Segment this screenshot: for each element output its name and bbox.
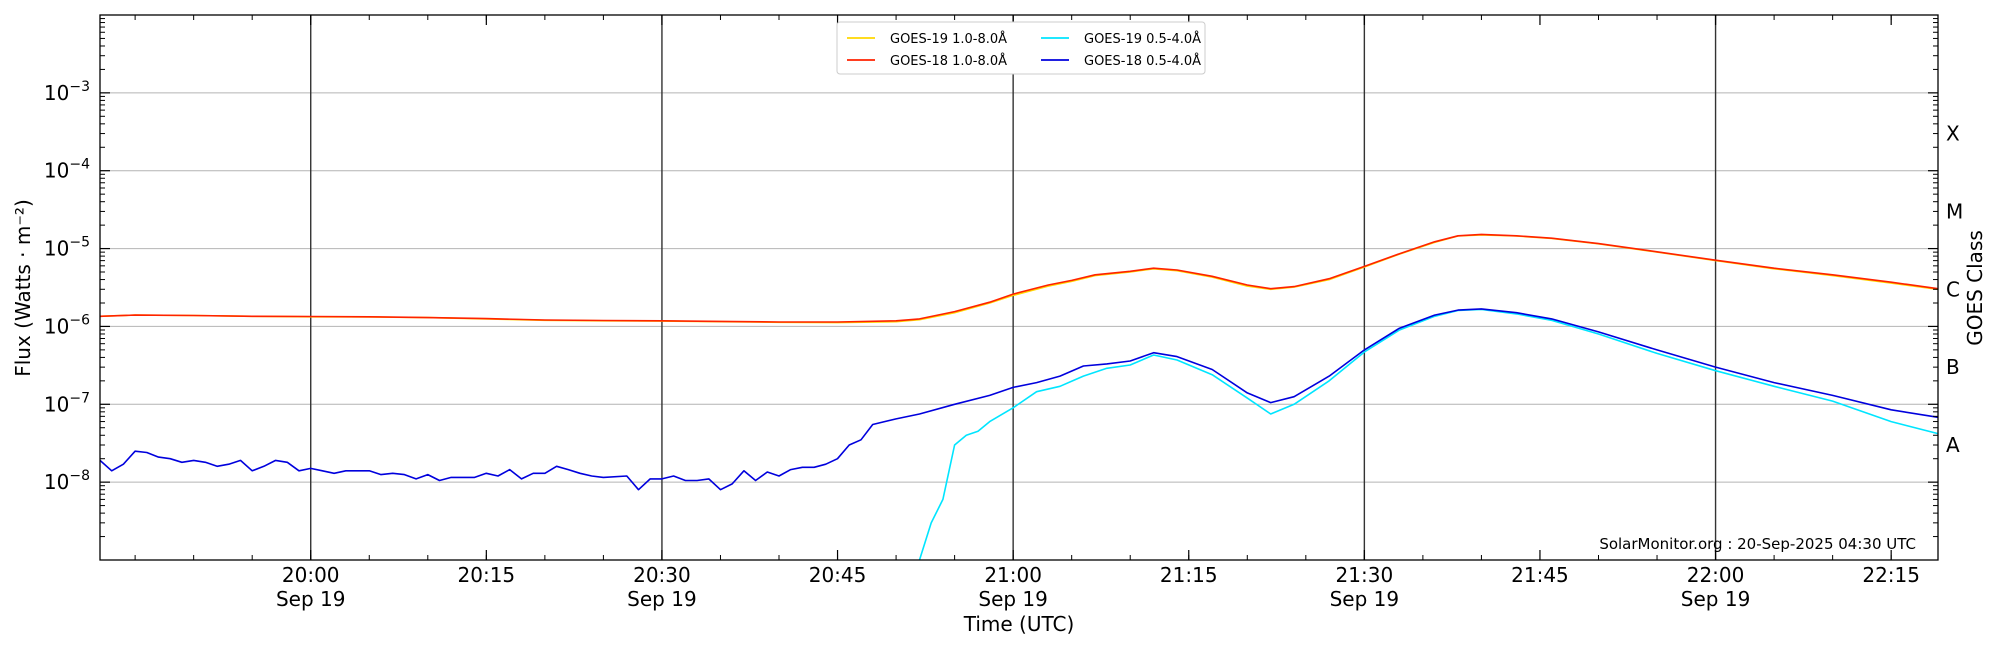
legend-box	[836, 21, 1206, 75]
x-tick-date-label: Sep 19	[1681, 587, 1751, 611]
legend-entry: GOES-18 1.0-8.0Å	[890, 53, 1007, 69]
x-tick-label: 20:45	[809, 563, 867, 587]
series-line	[99, 308, 1939, 491]
y-tick-label: 10−5	[44, 235, 90, 261]
goes-class-label: X	[1946, 122, 1960, 146]
series-line	[99, 233, 1939, 323]
right-axis-title: GOES Class	[1963, 230, 1987, 346]
plot-frame	[99, 14, 1939, 561]
x-tick-label: 21:15	[1160, 563, 1218, 587]
goes-class-label: M	[1946, 199, 1963, 223]
x-tick-date-label: Sep 19	[1330, 587, 1400, 611]
credit-text: SolarMonitor.org : 20-Sep-2025 04:30 UTC	[1599, 535, 1916, 553]
x-axis-title: Time (UTC)	[963, 612, 1075, 636]
x-tick-label: 22:00	[1687, 563, 1745, 587]
y-axis-title: Flux (Watts · m⁻²)	[11, 199, 35, 377]
x-tick-date-label: Sep 19	[627, 587, 697, 611]
goes-class-label: C	[1946, 277, 1960, 301]
x-tick-label: 20:30	[633, 563, 691, 587]
legend-entry: GOES-18 0.5-4.0Å	[1084, 53, 1201, 69]
x-tick-label: 20:00	[282, 563, 340, 587]
y-tick-label: 10−6	[44, 312, 90, 338]
series-line	[918, 308, 1939, 561]
y-tick-label: 10−8	[44, 468, 90, 494]
y-tick-label: 10−3	[44, 79, 90, 105]
goes-class-label: A	[1946, 433, 1960, 457]
x-tick-label: 21:00	[984, 563, 1042, 587]
legend-entry: GOES-19 1.0-8.0Å	[890, 31, 1007, 47]
x-tick-label: 21:30	[1336, 563, 1394, 587]
y-tick-label: 10−7	[44, 390, 90, 416]
y-tick-label: 10−4	[44, 157, 90, 183]
series-layer	[99, 233, 1939, 561]
y-axis-title-text: Flux (Watts · m⁻²)	[11, 199, 35, 377]
legend-entry: GOES-19 0.5-4.0Å	[1084, 31, 1201, 47]
x-tick-label: 21:45	[1511, 563, 1569, 587]
x-tick-label: 20:15	[458, 563, 516, 587]
legend: GOES-19 1.0-8.0Å GOES-19 0.5-4.0Å GOES-18 …	[836, 21, 1206, 75]
x-tick-label: 22:15	[1862, 563, 1920, 587]
goes-class-label: B	[1946, 355, 1960, 379]
x-tick-date-label: Sep 19	[276, 587, 346, 611]
x-tick-date-label: Sep 19	[978, 587, 1048, 611]
